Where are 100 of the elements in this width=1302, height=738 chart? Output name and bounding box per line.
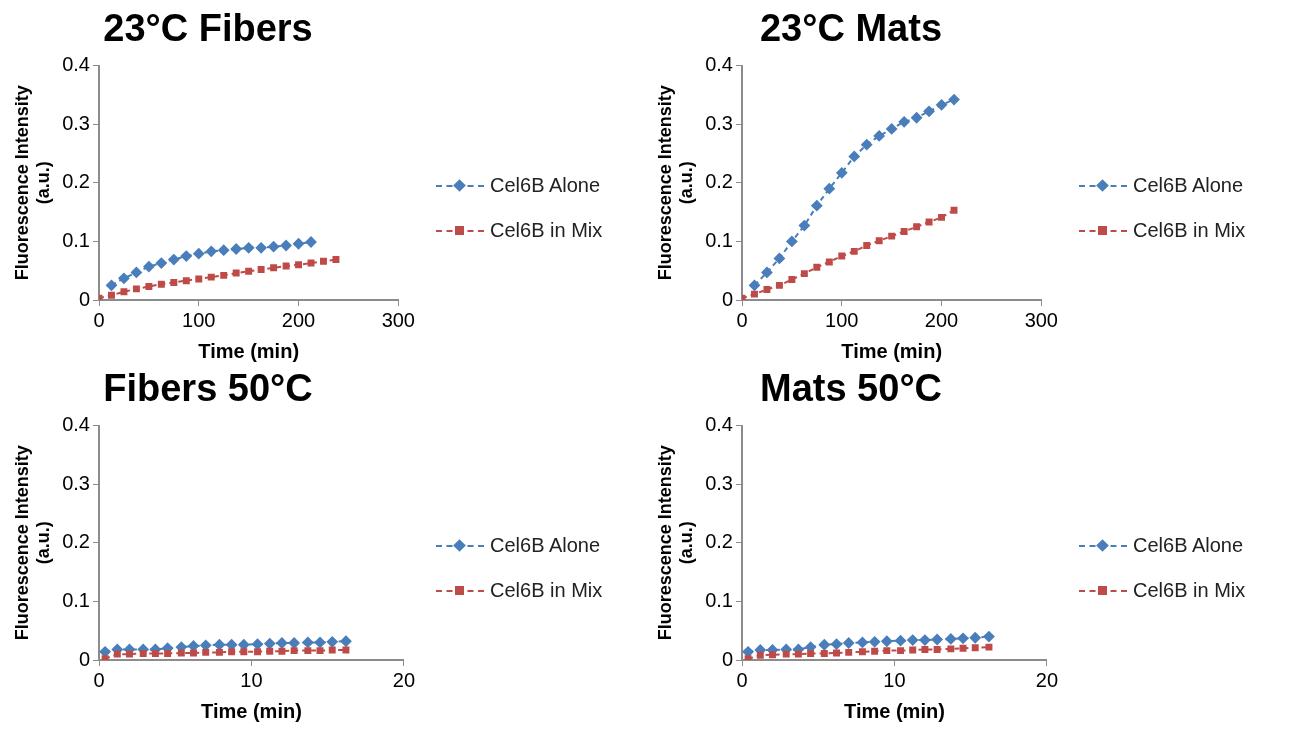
point	[820, 650, 828, 658]
point	[786, 235, 798, 247]
point	[132, 285, 140, 293]
point	[838, 252, 846, 260]
point	[931, 633, 943, 645]
y-tick-label: 0.2	[62, 170, 90, 193]
legend-label: Cel6B in Mix	[490, 219, 603, 242]
point	[143, 261, 155, 273]
point	[182, 277, 190, 285]
point	[848, 150, 860, 162]
point	[168, 254, 180, 266]
point	[295, 261, 303, 269]
point	[945, 633, 957, 645]
point	[304, 647, 312, 655]
point	[139, 650, 147, 658]
point	[900, 227, 908, 235]
y-tick-label: 0.4	[62, 413, 90, 436]
point	[276, 637, 288, 649]
point	[861, 139, 873, 151]
point	[794, 650, 802, 658]
x-tick-label: 0	[93, 308, 105, 331]
point	[959, 644, 967, 652]
point	[195, 275, 203, 283]
x-tick-label: 0	[736, 668, 748, 691]
point	[748, 279, 760, 291]
point	[818, 639, 830, 651]
point	[220, 271, 228, 279]
y-tick-label: 0.1	[705, 588, 733, 611]
point	[947, 645, 955, 653]
point	[118, 272, 130, 284]
point	[243, 242, 255, 254]
point	[230, 243, 242, 255]
point	[205, 245, 217, 257]
point	[266, 647, 274, 655]
point	[113, 650, 121, 658]
point	[923, 105, 935, 117]
point	[105, 279, 117, 291]
legend-label: Cel6B Alone	[490, 534, 601, 557]
point	[938, 213, 946, 221]
point	[919, 634, 931, 646]
point	[969, 632, 981, 644]
point	[180, 250, 192, 262]
point	[909, 646, 917, 654]
point	[278, 647, 286, 655]
point	[151, 650, 159, 658]
point	[913, 223, 921, 231]
y-tick-label: 0.4	[705, 413, 733, 436]
point	[850, 247, 858, 255]
point	[314, 636, 326, 648]
point	[782, 650, 790, 658]
point	[763, 285, 771, 293]
point	[207, 273, 215, 281]
point	[871, 647, 879, 655]
y-tick-label: 0.1	[62, 588, 90, 611]
point	[305, 236, 317, 248]
point	[971, 644, 979, 652]
point	[218, 244, 230, 256]
point	[290, 647, 298, 655]
chart-title: Fibers 50°C	[103, 367, 313, 410]
point	[145, 283, 153, 290]
x-tick-label: 200	[924, 308, 959, 331]
chart-title: 23°C Fibers	[103, 7, 313, 50]
point	[340, 635, 352, 647]
point	[800, 270, 808, 278]
point	[895, 635, 907, 647]
x-tick-label: 20	[392, 668, 415, 691]
legend-label: Cel6B Alone	[1133, 534, 1244, 557]
point	[788, 276, 796, 283]
x-tick-label: 0	[93, 668, 105, 691]
point	[761, 266, 773, 278]
point	[245, 267, 253, 275]
point	[798, 220, 810, 232]
point	[202, 648, 210, 656]
point	[328, 646, 336, 654]
x-tick-label: 20	[1035, 668, 1058, 691]
legend-label: Cel6B Alone	[490, 174, 601, 197]
x-tick-label: 0	[736, 308, 748, 331]
y-tick-label: 0.4	[62, 53, 90, 76]
point	[933, 645, 941, 653]
legend-label: Cel6B in Mix	[1133, 219, 1246, 242]
y-tick-label: 0	[78, 287, 90, 310]
point	[881, 635, 893, 647]
point	[948, 94, 960, 106]
point	[775, 281, 783, 289]
point	[164, 650, 172, 658]
point	[886, 123, 898, 135]
point	[921, 645, 929, 653]
point	[845, 648, 853, 656]
y-tick-label: 0.2	[62, 530, 90, 553]
point	[215, 648, 223, 656]
point	[825, 258, 833, 266]
point	[883, 647, 891, 655]
point	[170, 278, 178, 286]
y-tick-label: 0	[78, 647, 90, 670]
x-tick-label: 200	[281, 308, 316, 331]
point	[193, 248, 205, 260]
point	[342, 646, 350, 654]
y-tick-label: 0.3	[705, 471, 733, 494]
point	[875, 237, 883, 245]
point	[155, 257, 167, 269]
